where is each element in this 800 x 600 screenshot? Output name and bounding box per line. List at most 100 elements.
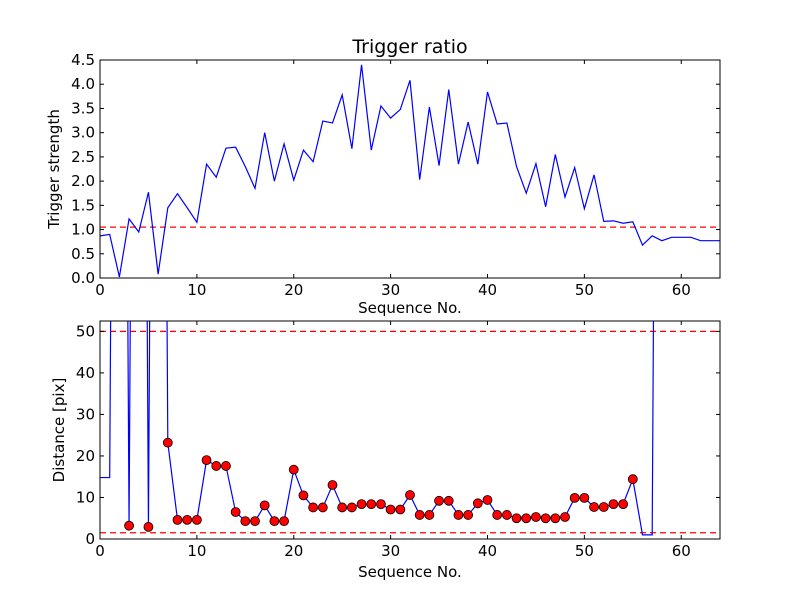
data-point — [569, 492, 580, 503]
x-axis-label: Sequence No. — [358, 299, 462, 317]
data-point — [269, 516, 280, 527]
data-point — [501, 510, 512, 520]
x-tick-label: 50 — [575, 281, 594, 299]
data-point — [472, 498, 483, 509]
x-tick-label: 20 — [284, 542, 303, 560]
x-tick-label: 30 — [381, 281, 400, 299]
y-tick-label: 0.0 — [71, 269, 95, 287]
data-point — [511, 513, 522, 524]
y-tick-label: 3.0 — [71, 124, 95, 142]
data-point — [124, 520, 134, 531]
distance-chart: 0 10 20 30 40 50 60 0 10 20 30 40 50 Sequence No. D… — [50, 320, 721, 581]
data-point — [608, 499, 619, 510]
data-point — [279, 516, 289, 527]
x-tick-label: 50 — [575, 542, 594, 560]
data-point — [317, 502, 328, 513]
plot-frame — [99, 320, 721, 540]
data-point — [579, 492, 590, 503]
data-point — [618, 499, 629, 510]
x-tick-label: 60 — [672, 542, 691, 560]
data-point — [550, 513, 561, 524]
x-tick-label: 0 — [95, 281, 105, 299]
data-point — [201, 455, 212, 466]
x-tick-label: 40 — [478, 542, 497, 560]
series-distance-markers — [124, 437, 638, 532]
x-tick-label: 20 — [284, 281, 303, 299]
y-tick-label: 1.5 — [71, 196, 95, 214]
data-point — [230, 507, 241, 517]
data-point — [191, 514, 202, 525]
y-tick-label: 4.5 — [71, 51, 95, 69]
data-point — [589, 502, 599, 512]
x-ticks: 0 10 20 30 40 50 60 — [95, 60, 691, 299]
data-point — [395, 504, 406, 515]
data-point — [356, 499, 367, 510]
y-tick-label: 3.5 — [71, 99, 95, 117]
x-tick-label: 0 — [95, 542, 105, 560]
x-tick-label: 60 — [672, 281, 691, 299]
trigger-ratio-chart: Trigger ratio 0 10 20 30 40 50 60 0.0 0.5 1.0 1.5… — [45, 36, 721, 317]
x-tick-label: 40 — [478, 281, 497, 299]
x-tick-label: 30 — [381, 542, 400, 560]
data-point — [424, 510, 435, 520]
data-point — [250, 516, 260, 527]
data-point — [366, 499, 377, 510]
data-point — [182, 514, 193, 525]
data-point — [143, 522, 154, 532]
y-tick-label: 4.0 — [71, 75, 95, 93]
data-point — [434, 495, 444, 506]
data-point — [346, 502, 357, 513]
threshold-lines — [100, 330, 720, 534]
data-point — [327, 480, 338, 490]
y-ticks: 0 10 20 30 40 50 — [76, 322, 720, 548]
data-point — [221, 461, 231, 471]
series-trigger-strength — [100, 64, 720, 278]
x-tick-label: 10 — [187, 281, 206, 299]
y-tick-label: 1.0 — [71, 221, 95, 239]
y-tick-label: 20 — [76, 447, 95, 465]
data-point — [211, 461, 222, 471]
data-point — [385, 504, 396, 515]
data-point — [240, 516, 251, 527]
plot-frame — [99, 59, 721, 279]
y-tick-label: 2.0 — [71, 172, 95, 190]
data-point — [162, 437, 173, 448]
data-point — [521, 513, 532, 524]
data-point — [405, 490, 415, 500]
data-point — [376, 499, 386, 510]
data-point — [540, 513, 551, 524]
y-tick-label: 30 — [76, 405, 95, 423]
y-tick-label: 0 — [85, 530, 95, 548]
data-point — [627, 474, 638, 485]
chart-title: Trigger ratio — [351, 36, 467, 58]
data-point — [172, 514, 183, 525]
y-axis-label: Distance [pix] — [50, 378, 68, 483]
x-tick-label: 10 — [187, 542, 206, 560]
y-tick-label: 2.5 — [71, 148, 95, 166]
data-point — [531, 512, 541, 522]
data-point — [337, 502, 348, 513]
data-point — [598, 502, 609, 512]
y-tick-label: 50 — [76, 322, 95, 340]
data-point — [560, 512, 570, 522]
y-tick-label: 10 — [76, 488, 95, 506]
data-point — [482, 495, 493, 505]
y-ticks: 0.0 0.5 1.0 1.5 2.0 2.5 3.0 3.5 4.0 4.5 — [71, 51, 720, 287]
data-point — [443, 495, 454, 506]
data-point — [259, 500, 270, 511]
data-point — [463, 510, 474, 520]
x-axis-label: Sequence No. — [358, 563, 462, 581]
y-axis-label: Trigger strength — [45, 109, 63, 230]
y-tick-label: 0.5 — [71, 245, 95, 263]
data-point — [288, 464, 299, 475]
data-point — [298, 490, 309, 501]
data-point — [453, 510, 464, 520]
y-tick-label: 40 — [76, 364, 95, 382]
data-point — [308, 502, 319, 513]
series-line — [100, 64, 720, 278]
x-ticks: 0 10 20 30 40 50 60 — [95, 321, 691, 560]
data-point — [414, 510, 425, 520]
data-point — [492, 510, 503, 520]
